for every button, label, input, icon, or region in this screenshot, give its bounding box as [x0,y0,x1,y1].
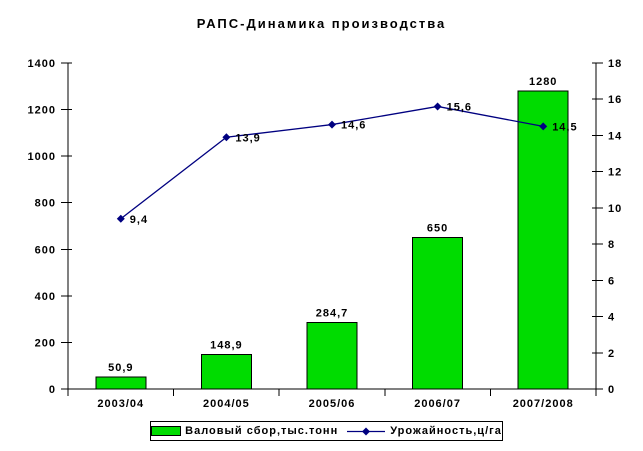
bar [517,90,569,390]
line-value-label: 9,4 [130,214,148,226]
left-axis-tick-label: 1400 [28,58,56,70]
diamond-marker-icon [539,122,548,131]
left-axis-tick-label: 800 [35,198,56,210]
right-axis-tick-label: 12 [608,167,622,179]
left-axis-tick-label: 600 [35,244,56,256]
category-label: 2003/04 [97,398,144,410]
bar-value-label: 148,9 [210,339,243,351]
left-axis-tick-label: 0 [49,384,56,396]
left-axis-tick-label: 1000 [28,151,56,163]
line-value-label: 14,5 [552,121,577,133]
left-axis-tick-label: 200 [35,337,56,349]
right-axis-tick-label: 10 [608,203,622,215]
right-axis-tick-label: 16 [608,94,622,106]
left-axis-tick-label: 400 [35,291,56,303]
legend-label-line-series: Урожайность,ц/га [390,425,502,437]
right-axis-tick-label: 14 [608,130,622,142]
bar-value-label: 50,9 [108,362,133,374]
right-axis-tick-label: 8 [608,239,615,251]
legend-label-bar-series: Валовый сбор,тыс.тонн [185,425,339,437]
bar [412,237,464,390]
diamond-marker-icon [328,120,336,129]
bar [306,322,358,390]
legend-item-line-series: Урожайность,ц/га [346,425,502,437]
left-axis-tick-label: 1200 [28,105,56,117]
line-value-label: 15,6 [447,101,472,113]
diamond-marker-icon [222,133,231,142]
chart-title: РАПС-Динамика производства [196,16,447,31]
diamond-marker-icon [433,102,442,111]
category-label: 2004/05 [203,398,250,410]
bar-value-label: 1280 [529,76,557,88]
bar-value-label: 650 [427,223,448,235]
category-label: 2005/06 [309,398,356,410]
line-value-label: 13,9 [235,132,260,144]
line-value-label: 14,6 [341,120,366,132]
legend: Валовый сбор,тыс.тонн Урожайность,ц/га [150,421,503,441]
category-label: 2006/07 [414,398,461,410]
right-axis-tick-label: 4 [608,312,615,324]
right-axis-tick-label: 2 [608,348,615,360]
diamond-marker-icon [116,214,125,223]
right-axis-tick-label: 6 [608,275,615,287]
category-label: 2007/2008 [513,398,574,410]
right-axis-tick-label: 0 [608,384,615,396]
bar [95,376,147,390]
line-series-swatch-icon [346,426,386,437]
right-axis-tick-label: 18 [608,58,622,70]
bar [200,353,252,390]
legend-item-bar-series: Валовый сбор,тыс.тонн [151,425,338,437]
bar-value-label: 284,7 [316,308,349,320]
bar-series-swatch-icon [151,426,182,436]
